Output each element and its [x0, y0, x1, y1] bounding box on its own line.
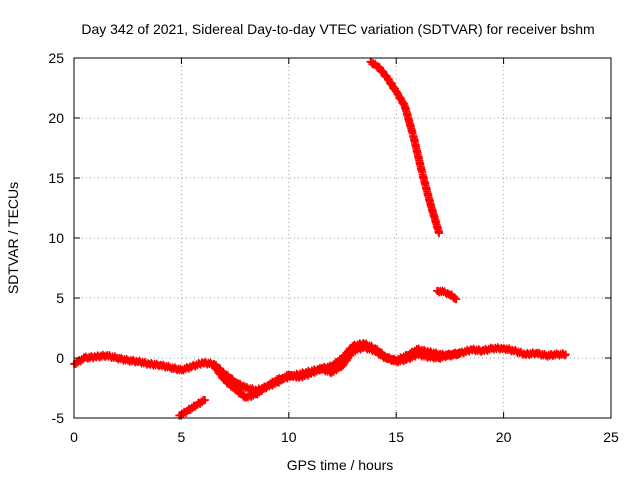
trace-marker — [337, 363, 346, 372]
x-axis-label: GPS time / hours — [287, 457, 394, 473]
data-point — [426, 200, 435, 209]
data-point — [263, 381, 272, 390]
x-tick-label: 5 — [178, 429, 186, 445]
data-point — [177, 366, 186, 374]
data-points — [70, 57, 570, 420]
data-point — [220, 375, 229, 384]
axis-ticks: 0 5 10 15 20 25 -5 0 5 10 15 20 25 — [48, 50, 619, 445]
data-point — [510, 346, 519, 355]
data-point — [201, 396, 210, 404]
data-point — [366, 57, 375, 66]
x-tick-label: 0 — [70, 429, 78, 445]
y-tick-label: 0 — [56, 350, 64, 366]
trace-marker — [191, 402, 200, 411]
data-point — [488, 344, 497, 353]
trace-marker — [455, 348, 464, 357]
data-point — [561, 350, 570, 359]
trace-marker — [560, 351, 569, 360]
data-point — [134, 357, 143, 366]
data-point — [317, 364, 326, 373]
y-tick-label: 20 — [48, 110, 64, 126]
data-point — [155, 361, 164, 370]
data-point — [183, 406, 192, 415]
data-point — [381, 354, 390, 362]
data-point — [499, 344, 508, 353]
data-point — [375, 63, 384, 72]
data-point — [123, 356, 132, 365]
data-point — [435, 350, 444, 359]
data-point — [445, 290, 454, 299]
x-tick-label: 15 — [388, 429, 404, 445]
data-point — [553, 350, 562, 359]
data-point — [467, 345, 476, 354]
data-point — [145, 360, 154, 368]
y-tick-label: 10 — [48, 230, 64, 246]
data-point — [327, 368, 336, 377]
data-point — [521, 350, 530, 359]
y-tick-label: 5 — [56, 290, 64, 306]
x-tick-label: 25 — [603, 429, 619, 445]
data-point — [392, 87, 401, 96]
data-point — [349, 346, 358, 355]
data-point — [91, 352, 100, 361]
data-point — [383, 74, 392, 83]
data-point — [80, 354, 89, 362]
data-point — [409, 132, 418, 140]
data-point — [433, 286, 442, 295]
series-4 — [433, 286, 461, 304]
data-point — [102, 351, 111, 360]
data-point — [424, 348, 433, 356]
data-point — [274, 375, 283, 384]
y-axis-label: SDTVAR / TECUs — [5, 182, 21, 294]
y-tick-label: 25 — [48, 50, 64, 66]
data-point — [392, 356, 401, 365]
data-point — [439, 288, 448, 296]
data-point — [252, 390, 261, 398]
data-point — [198, 358, 207, 367]
data-point — [241, 384, 250, 392]
series-2 — [209, 342, 465, 402]
data-point — [400, 102, 409, 110]
data-point — [338, 361, 347, 370]
data-point — [241, 393, 250, 402]
data-point — [166, 363, 175, 372]
y-tick-label: -5 — [52, 410, 65, 426]
data-point — [478, 346, 487, 355]
data-point — [359, 343, 368, 352]
data-point — [402, 351, 411, 360]
data-point — [209, 361, 218, 370]
data-point — [370, 346, 379, 355]
data-point — [435, 229, 444, 238]
data-point — [413, 345, 422, 354]
y-tick-label: 15 — [48, 170, 64, 186]
data-point — [188, 362, 197, 371]
data-point — [445, 351, 454, 360]
x-tick-label: 20 — [496, 429, 512, 445]
chart-title: Day 342 of 2021, Sidereal Day-to-day VTE… — [81, 21, 594, 37]
data-point — [452, 295, 461, 304]
series-5 — [175, 395, 210, 420]
data-point — [456, 349, 465, 358]
data-point — [417, 168, 426, 176]
data-point — [112, 354, 121, 362]
data-point — [531, 349, 540, 358]
data-point — [231, 385, 240, 394]
x-tick-label: 10 — [281, 429, 297, 445]
data-point — [192, 400, 201, 409]
data-point — [542, 351, 551, 360]
series-3 — [366, 57, 444, 238]
